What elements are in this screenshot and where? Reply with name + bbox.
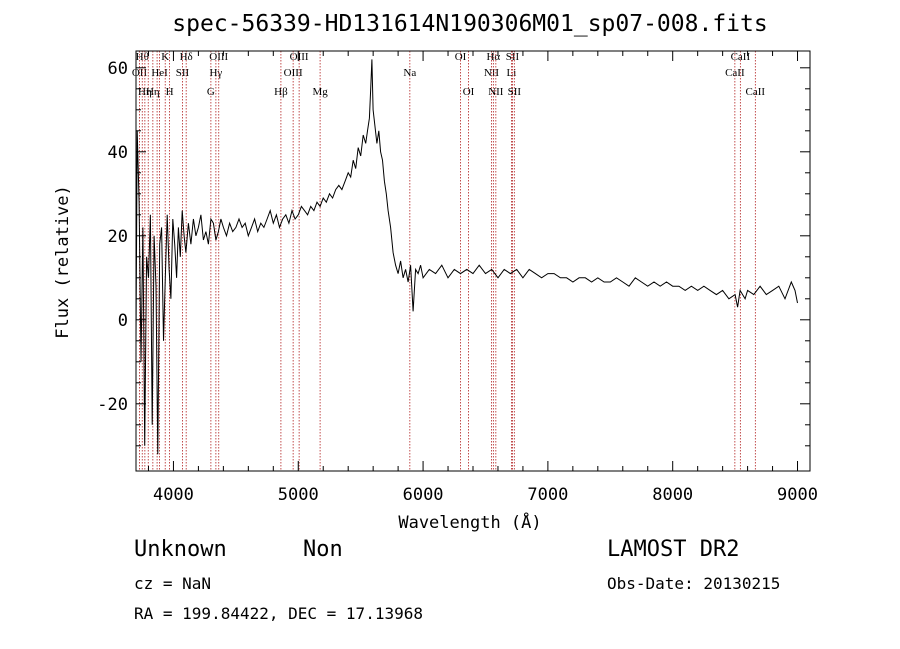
object-subclass: Non [303, 537, 343, 562]
marker-label: OI [455, 51, 467, 63]
y-tick-label: 60 [108, 59, 128, 79]
survey-name: LAMOST DR2 [607, 537, 740, 562]
marker-label: OI [463, 86, 475, 98]
marker-label: NII [488, 86, 504, 98]
y-tick-label: 40 [108, 143, 128, 163]
marker-label: NII [484, 67, 500, 79]
marker-label: OIII [284, 67, 303, 79]
marker-label: Na [403, 67, 416, 79]
marker-label: CaII [731, 51, 751, 63]
marker-label: Mg [312, 86, 328, 98]
y-tick-label: -20 [97, 395, 128, 415]
marker-label: G [207, 86, 215, 98]
marker-label: Li [507, 67, 517, 79]
marker-label: CaII [725, 67, 745, 79]
x-axis-label: Wavelength (Å) [398, 511, 541, 533]
x-tick-label: 9000 [777, 485, 818, 505]
plot-frame [135, 50, 811, 472]
axis-ticks: 4000 5000 6000 7000 8000 9000 -20 0 20 40 60 [97, 51, 818, 505]
y-axis-label: Flux (relative) [53, 185, 73, 339]
x-tick-label: 4000 [153, 485, 194, 505]
line-markers: OIIHθHηHηHeIKHSIIHδGHγOIIIHβOIIIOIIIMgNa… [132, 51, 766, 471]
marker-label: SII [508, 86, 522, 98]
obs-date-text: Obs-Date: 20130215 [607, 574, 781, 593]
x-tick-label: 5000 [278, 485, 319, 505]
marker-label: Hθ [136, 51, 149, 63]
chart-title: spec-56339-HD131614N190306M01_sp07-008.f… [172, 11, 767, 37]
object-class: Unknown [134, 537, 227, 562]
marker-label: Hη [138, 86, 152, 98]
marker-label: Hγ [209, 67, 222, 79]
marker-label: HeI [151, 67, 168, 79]
marker-label: OIII [290, 51, 309, 63]
x-tick-label: 6000 [403, 485, 444, 505]
marker-label: Hβ [274, 86, 288, 98]
y-tick-label: 0 [118, 311, 128, 331]
redshift-text: cz = NaN [134, 574, 212, 593]
marker-label: Hα [486, 51, 500, 63]
marker-label: OIII [209, 51, 228, 63]
marker-label: SII [506, 51, 520, 63]
marker-label: H [166, 86, 174, 98]
marker-label: Hδ [180, 51, 193, 63]
marker-label: CaII [746, 86, 766, 98]
coordinates-text: RA = 199.84422, DEC = 17.13968 [134, 604, 423, 623]
x-tick-label: 8000 [652, 485, 693, 505]
spectrum-line [135, 59, 798, 455]
marker-label: K [161, 51, 169, 63]
marker-label: SII [176, 67, 190, 79]
x-tick-label: 7000 [527, 485, 568, 505]
marker-label: Hη [146, 86, 160, 98]
y-tick-label: 20 [108, 227, 128, 247]
